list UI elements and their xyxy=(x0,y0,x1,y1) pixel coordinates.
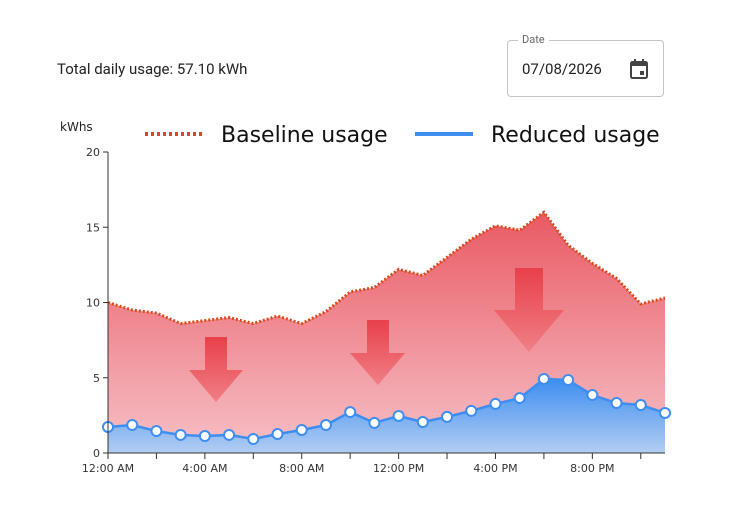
marker xyxy=(441,410,454,423)
marker xyxy=(295,423,308,436)
marker xyxy=(537,372,550,385)
calendar-icon[interactable] xyxy=(629,58,649,80)
marker xyxy=(223,428,236,441)
legend-label: Reduced usage xyxy=(491,123,660,148)
marker xyxy=(126,419,139,432)
legend-label: Baseline usage xyxy=(221,123,388,148)
x-tick-label: 4:00 AM xyxy=(182,462,227,475)
marker xyxy=(562,374,575,387)
x-tick-label: 4:00 PM xyxy=(473,462,517,475)
line xyxy=(107,377,666,441)
area xyxy=(108,212,665,453)
total-usage: Total daily usage: 57.10 kWh xyxy=(57,60,248,78)
date-value[interactable]: 07/08/2026 xyxy=(522,60,602,78)
date-label: Date xyxy=(518,33,549,46)
date-picker[interactable]: Date 07/08/2026 xyxy=(507,33,664,97)
marker xyxy=(610,397,623,410)
x-tick-label: 8:00 AM xyxy=(279,462,324,475)
arrows xyxy=(189,268,564,402)
x-tick-label: 12:00 AM xyxy=(82,462,134,475)
y-tick-label: 0 xyxy=(93,447,100,460)
marker xyxy=(271,428,284,441)
y-tick-label: 20 xyxy=(86,146,100,159)
marker xyxy=(489,397,502,410)
line xyxy=(107,210,666,326)
marker xyxy=(174,428,187,441)
marker xyxy=(465,404,478,417)
marker xyxy=(659,406,671,419)
marker xyxy=(416,415,429,428)
marker xyxy=(634,398,647,411)
marker xyxy=(586,389,599,402)
marker xyxy=(368,416,381,429)
x-tick-label: 12:00 PM xyxy=(373,462,424,475)
y-axis-label: kWhs xyxy=(60,120,93,134)
area xyxy=(108,378,665,453)
marker xyxy=(198,429,211,442)
marker xyxy=(392,409,405,422)
marker xyxy=(102,420,114,433)
marker xyxy=(344,406,357,419)
y-tick-label: 10 xyxy=(86,297,100,310)
y-tick-label: 15 xyxy=(86,221,100,234)
marker xyxy=(247,433,260,446)
x-tick-label: 8:00 PM xyxy=(570,462,614,475)
marker xyxy=(513,392,526,405)
marker xyxy=(150,425,163,438)
y-tick-label: 5 xyxy=(93,372,100,385)
marker xyxy=(319,419,332,432)
